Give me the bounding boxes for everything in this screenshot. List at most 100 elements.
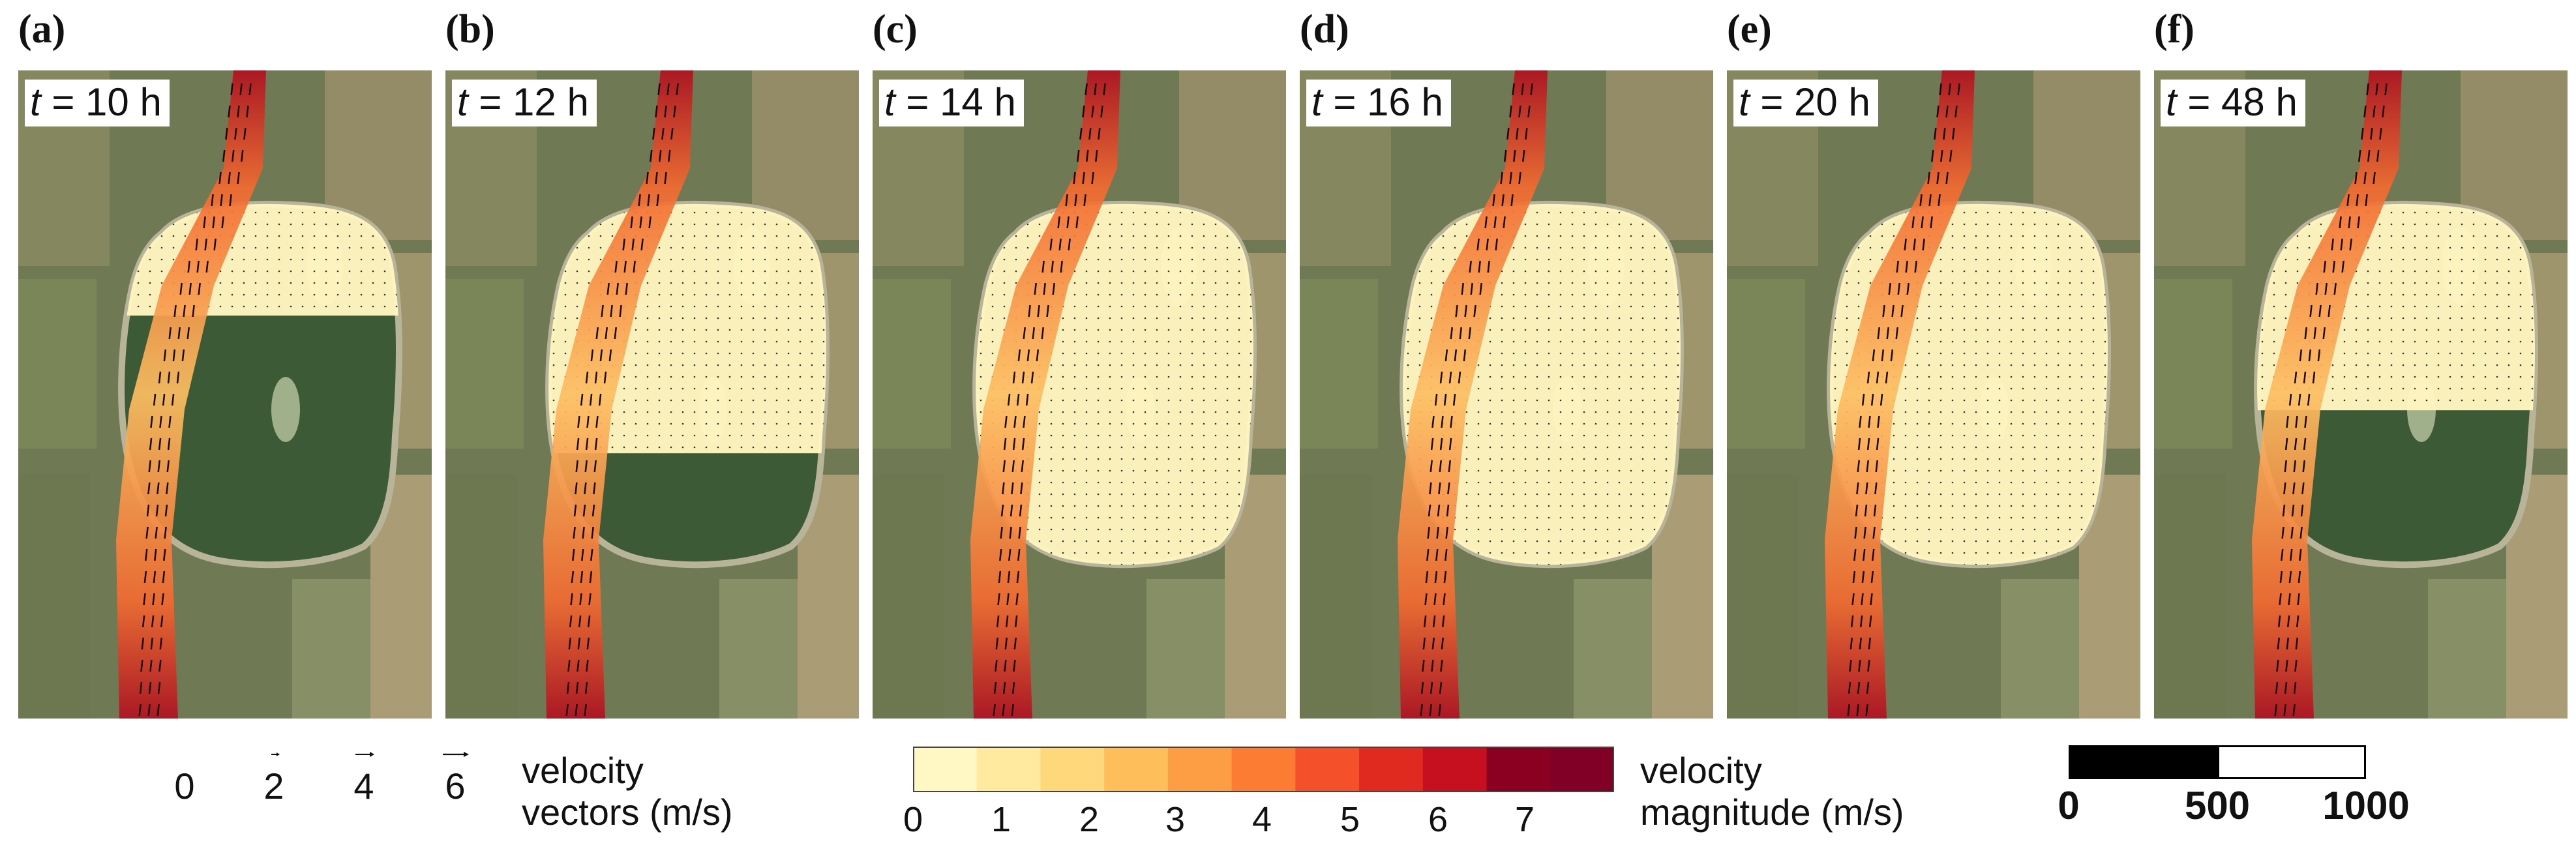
vector-legend-value: 6 — [445, 765, 466, 807]
panel-letter: (b) — [445, 7, 495, 52]
flood-map — [1727, 70, 2140, 719]
time-value: = 10 h — [40, 80, 162, 124]
time-symbol: t — [457, 80, 468, 124]
field-patch — [18, 279, 97, 449]
vector-legend-value: 4 — [353, 765, 374, 807]
colorbar-strip — [913, 747, 1614, 792]
field-patch — [2154, 475, 2226, 719]
colorbar-tick: 3 — [1165, 800, 1186, 839]
time-label: t = 14 h — [879, 80, 1024, 126]
time-symbol: t — [2166, 80, 2177, 124]
time-symbol: t — [1311, 80, 1323, 124]
time-label: t = 48 h — [2161, 80, 2305, 126]
time-label: t = 20 h — [1733, 80, 1878, 126]
flood-map-graphic — [1300, 70, 1713, 719]
colorbar-bin — [1550, 747, 1614, 792]
time-value: = 48 h — [2176, 80, 2298, 124]
colorbar-bin — [1295, 747, 1360, 792]
flood-map-graphic — [18, 70, 432, 719]
scale-bar-label: 0 — [2058, 784, 2080, 827]
flood-map-graphic — [445, 70, 859, 719]
flood-map — [1300, 70, 1713, 719]
time-label: t = 10 h — [25, 80, 170, 126]
field-patch — [873, 475, 944, 719]
flood-map — [18, 70, 432, 719]
time-value: = 14 h — [895, 80, 1016, 124]
field-patch — [445, 279, 524, 449]
panel-letter: (d) — [1300, 7, 1349, 52]
field-patch — [1574, 579, 1652, 719]
flood-map-graphic — [1727, 70, 2140, 719]
field-patch — [445, 475, 517, 719]
scale-bar-black-segment — [2069, 745, 2217, 779]
channel-arrows — [2274, 83, 2388, 717]
colorbar-bin — [913, 747, 978, 792]
flood-map — [2154, 70, 2568, 719]
channel-arrows — [565, 83, 679, 717]
flood-map — [445, 70, 859, 719]
channel-arrows — [138, 83, 252, 717]
channel-arrows — [1420, 83, 1533, 717]
field-patch — [2154, 279, 2232, 449]
colorbar-tick: 6 — [1428, 800, 1448, 839]
panel-letter: (f) — [2154, 7, 2194, 52]
field-patch — [18, 475, 90, 719]
vector-legend-value: 2 — [263, 765, 284, 807]
time-symbol: t — [1739, 80, 1750, 124]
vector-arrow-4 — [355, 752, 374, 757]
vector-legend-title: velocity vectors (m/s) — [522, 750, 733, 834]
time-value: = 16 h — [1322, 80, 1443, 124]
panel-letter: (e) — [1727, 7, 1772, 52]
time-symbol: t — [884, 80, 895, 124]
vector-arrow-2 — [271, 752, 280, 756]
panel-letter: (c) — [873, 7, 918, 52]
colorbar-bin — [976, 747, 1041, 792]
colorbar-border — [913, 747, 1614, 792]
scale-bar-label: 500 — [2184, 784, 2251, 827]
field-patch — [292, 579, 370, 719]
colorbar-tick: 7 — [1514, 800, 1535, 839]
scale-bar-white-segment — [2217, 745, 2366, 779]
channel-arrows — [993, 83, 1106, 717]
vector-legend-value: 0 — [174, 765, 195, 807]
river-channel — [2252, 70, 2402, 719]
vector-arrow-6 — [443, 752, 469, 757]
pond — [271, 377, 300, 442]
colorbar-tick: 1 — [991, 800, 1011, 839]
vector-legend-title-line2: vectors (m/s) — [522, 792, 733, 833]
river-channel — [543, 70, 693, 719]
colorbar-tick: 2 — [1079, 800, 1100, 839]
field-patch — [1727, 279, 1805, 449]
time-symbol: t — [30, 80, 41, 124]
colorbar-bin — [1167, 747, 1233, 792]
field-patch — [2001, 579, 2079, 719]
flood-map-graphic — [873, 70, 1286, 719]
colorbar-tick: 5 — [1340, 800, 1360, 839]
colorbar-tick: 4 — [1251, 800, 1272, 839]
vector-legend-title-line1: velocity — [522, 750, 644, 791]
flood-map-graphic — [2154, 70, 2568, 719]
river-channel — [1398, 70, 1548, 719]
colorbar-title-line1: velocity — [1640, 750, 1762, 791]
river-channel — [970, 70, 1120, 719]
colorbar-bin — [1359, 747, 1424, 792]
field-patch — [1300, 475, 1371, 719]
time-value: = 12 h — [468, 80, 589, 124]
field-patch — [1146, 579, 1225, 719]
field-patch — [873, 279, 951, 449]
colorbar-bin — [1040, 747, 1105, 792]
river-channel — [1825, 70, 1975, 719]
panel-letter: (a) — [18, 7, 66, 52]
field-patch — [1727, 475, 1799, 719]
colorbar-bin — [1104, 747, 1169, 792]
field-patch — [2428, 579, 2506, 719]
flood-map — [873, 70, 1286, 719]
colorbar-bin — [1231, 747, 1296, 792]
river-channel — [116, 70, 266, 719]
field-patch — [719, 579, 798, 719]
colorbar-bin — [1422, 747, 1488, 792]
time-label: t = 16 h — [1306, 80, 1451, 126]
colorbar-title: velocity magnitude (m/s) — [1640, 750, 1904, 834]
channel-arrows — [1847, 83, 1960, 717]
time-value: = 20 h — [1749, 80, 1870, 124]
